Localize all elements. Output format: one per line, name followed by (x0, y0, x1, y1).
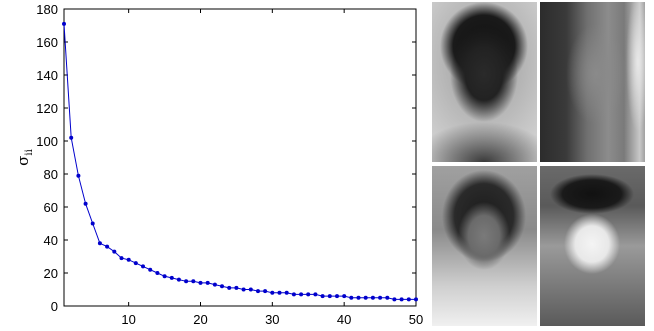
data-point (220, 284, 224, 289)
data-point (212, 282, 217, 287)
eigenface-3 (432, 166, 537, 326)
series-line (63, 23, 416, 300)
eigenface-2 (540, 2, 645, 162)
x-tick-label: 50 (409, 312, 423, 327)
y-tick-label: 60 (44, 200, 58, 215)
data-point (155, 271, 160, 275)
data-point (363, 295, 368, 300)
data-point (378, 295, 383, 300)
data-point (90, 221, 95, 226)
data-point (284, 290, 289, 295)
chart-axes (63, 8, 417, 307)
data-point (342, 294, 347, 299)
data-point (256, 289, 260, 294)
data-point (356, 295, 361, 300)
data-point (119, 256, 124, 261)
y-tick-label: 160 (36, 35, 58, 50)
data-point (263, 289, 268, 294)
data-point (385, 295, 390, 300)
y-tick-label: 120 (36, 101, 58, 116)
data-point (406, 297, 411, 302)
data-point (399, 297, 404, 302)
data-point (335, 294, 339, 299)
data-point (270, 290, 275, 295)
data-point (162, 274, 167, 279)
y-tick-label: 20 (44, 266, 58, 281)
data-point (105, 244, 110, 249)
data-point (227, 285, 232, 290)
x-tick-label: 20 (193, 312, 207, 327)
data-point (248, 287, 253, 292)
y-tick-label: 180 (36, 2, 58, 17)
data-point (370, 295, 375, 300)
plot-frame (63, 8, 417, 307)
data-point (306, 292, 311, 297)
data-point (320, 294, 325, 299)
data-point (392, 297, 397, 302)
data-point (313, 292, 318, 297)
data-point (83, 201, 88, 206)
data-point (62, 21, 66, 26)
data-point (241, 287, 246, 292)
data-point (299, 292, 304, 297)
y-axis-label-main: σ (14, 156, 32, 166)
eigenface-4 (540, 166, 645, 326)
data-point (198, 280, 203, 285)
data-point (414, 297, 418, 302)
data-point (327, 294, 332, 299)
data-point (112, 249, 117, 254)
data-point (141, 264, 145, 269)
data-point (126, 257, 131, 262)
y-tick-label: 140 (36, 68, 58, 83)
series-points (62, 21, 418, 302)
data-point (176, 277, 181, 282)
x-tick-label: 10 (121, 312, 135, 327)
x-tick-label: 30 (265, 312, 279, 327)
y-tick-label: 0 (51, 299, 58, 314)
y-axis-label-sub: ii (24, 149, 35, 155)
eigenface-1 (432, 2, 537, 162)
data-point (184, 279, 189, 284)
data-point (133, 261, 138, 266)
data-point (291, 292, 296, 297)
y-tick-label: 80 (44, 167, 58, 182)
data-point (169, 275, 174, 280)
data-point (205, 280, 210, 285)
data-point (234, 285, 239, 290)
data-point (349, 295, 354, 300)
data-point (97, 241, 102, 246)
chart-ticks: 0 20 40 60 80 100 120 140 160 180 10 20 30 40 50 (36, 2, 423, 327)
data-point (69, 135, 74, 140)
y-tick-label: 40 (44, 233, 58, 248)
data-point (76, 173, 81, 178)
singular-value-chart: 0 20 40 60 80 100 120 140 160 180 10 20 30 40 50 σii (14, 2, 423, 327)
data-point (277, 290, 282, 295)
eigenface-grid (432, 2, 654, 328)
y-tick-label: 100 (36, 134, 58, 149)
data-point (191, 279, 196, 284)
x-tick-label: 40 (337, 312, 351, 327)
data-point (148, 267, 153, 272)
y-axis-label: σii (14, 149, 35, 166)
